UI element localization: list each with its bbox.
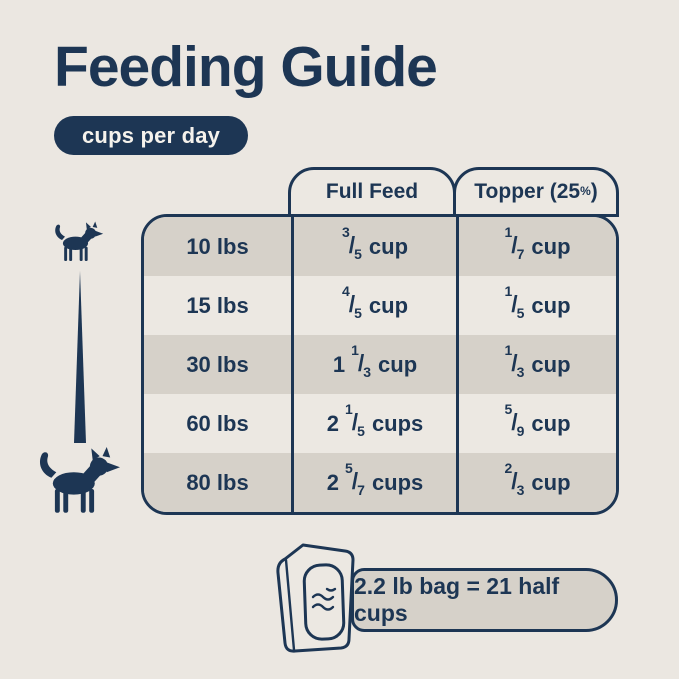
bag-note-text: 2.2 lb bag = 21 half cups [354, 573, 560, 626]
full-feed-cell: 1 1/3 cup [291, 335, 456, 394]
topper-cell: 2/3 cup [456, 453, 616, 512]
column-header-topper-label: Topper (25 [474, 180, 581, 203]
topper-cell: 1/7 cup [456, 217, 616, 276]
value-fraction: 2/3 [504, 459, 525, 499]
value-unit: cup [531, 410, 571, 436]
table-row: 80 lbs 2 5/7 cups 2/3 cup [144, 453, 616, 512]
value-fraction: 5/7 [344, 459, 365, 499]
value-unit: cup [368, 292, 409, 318]
column-header-full-feed: Full Feed [288, 167, 456, 217]
weight-cell: 30 lbs [186, 351, 249, 377]
weight-cell: 60 lbs [186, 410, 249, 436]
value-fraction: 3/5 [341, 223, 362, 263]
small-dog-icon [55, 221, 104, 261]
value-unit: cups [371, 410, 424, 436]
value-unit: cup [531, 233, 571, 259]
large-dog-icon [39, 447, 120, 513]
value-unit: cup [531, 292, 571, 318]
weight-cell: 80 lbs [186, 469, 249, 495]
value-whole: 2 [326, 410, 339, 436]
page-title: Feeding Guide [54, 35, 438, 99]
column-header-topper: Topper (25%) [453, 167, 619, 217]
topper-cell: 1/5 cup [456, 276, 616, 335]
column-header-full-feed-label: Full Feed [325, 180, 419, 203]
value-unit: cup [378, 351, 418, 377]
value-whole: 2 [326, 469, 339, 495]
value-fraction: 4/5 [341, 282, 362, 322]
size-scale-taper-icon [74, 271, 86, 443]
value-fraction: 1/3 [351, 341, 372, 381]
weight-cell: 10 lbs [186, 233, 249, 259]
value-fraction: 1/7 [504, 223, 525, 263]
full-feed-cell: 3/5 cup [291, 217, 456, 276]
weight-cell: 15 lbs [186, 292, 249, 318]
full-feed-cell: 4/5 cup [291, 276, 456, 335]
value-unit: cup [531, 469, 571, 495]
food-bag-icon [276, 543, 355, 653]
value-unit: cup [368, 233, 409, 259]
full-feed-cell: 2 1/5 cups [291, 394, 456, 453]
table-row: 60 lbs 2 1/5 cups 5/9 cup [144, 394, 616, 453]
value-fraction: 1/5 [344, 400, 365, 440]
bag-note-pill: 2.2 lb bag = 21 half cups [351, 568, 618, 632]
topper-cell: 1/3 cup [456, 335, 616, 394]
topper-percent-sign: % [580, 184, 591, 198]
cups-per-day-badge: cups per day [54, 116, 249, 155]
table-row: 15 lbs 4/5 cup 1/5 cup [144, 276, 616, 335]
topper-cell: 5/9 cup [456, 394, 616, 453]
table-row: 10 lbs 3/5 cup 1/7 cup [144, 217, 616, 276]
column-header-topper-close: ) [590, 180, 598, 203]
value-unit: cup [531, 351, 571, 377]
full-feed-cell: 2 5/7 cups [291, 453, 456, 512]
cups-per-day-badge-label: cups per day [82, 122, 221, 148]
feeding-table: 10 lbs 3/5 cup 1/7 cup 15 lbs 4/5 cup 1/5 cu… [141, 214, 619, 515]
value-unit: cups [371, 469, 424, 495]
value-fraction: 1/5 [504, 282, 525, 322]
table-row: 30 lbs 1 1/3 cup 1/3 cup [144, 335, 616, 394]
value-fraction: 5/9 [504, 400, 525, 440]
value-whole: 1 [332, 351, 346, 377]
value-fraction: 1/3 [504, 341, 525, 381]
